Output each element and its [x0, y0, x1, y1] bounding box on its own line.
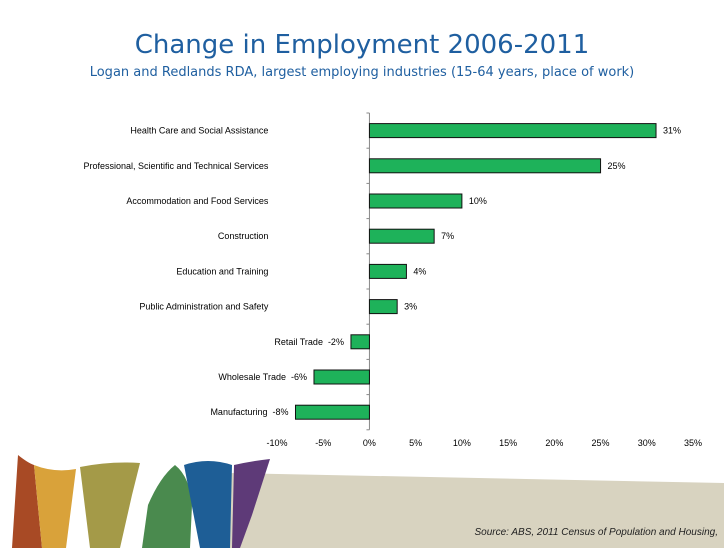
- bar-value-label: 25%: [608, 161, 626, 171]
- x-tick-label: 35%: [684, 438, 702, 448]
- x-tick-label: 10%: [453, 438, 471, 448]
- bar-value-label: 3%: [404, 302, 417, 312]
- source-note: Source: ABS, 2011 Census of Population a…: [474, 527, 719, 538]
- x-tick-label: 15%: [499, 438, 517, 448]
- bar: [368, 228, 435, 244]
- footer-band-4: [142, 465, 192, 548]
- bar-value-label: -6%: [291, 372, 307, 382]
- category-label: Public Administration and Safety: [139, 302, 269, 312]
- bar-value-label: 7%: [441, 231, 454, 241]
- footer-decoration: [12, 455, 724, 548]
- bar: [368, 123, 657, 139]
- category-label: Construction: [218, 231, 269, 241]
- footer-band-3: [80, 462, 140, 548]
- bar-value-label: 10%: [469, 196, 487, 206]
- x-tick-label: 30%: [638, 438, 656, 448]
- bar: [294, 404, 370, 420]
- category-label: Retail Trade: [274, 337, 323, 347]
- bar: [368, 299, 398, 315]
- x-tick-label: 5%: [409, 438, 422, 448]
- x-tick-label: -5%: [315, 438, 331, 448]
- bar: [368, 193, 463, 209]
- category-label: Accommodation and Food Services: [126, 196, 269, 206]
- category-label: Wholesale Trade: [218, 372, 286, 382]
- bar-value-label: 4%: [413, 266, 426, 276]
- chart-title: Change in Employment 2006-2011: [134, 30, 590, 60]
- bar: [368, 263, 407, 279]
- category-label: Education and Training: [176, 266, 268, 276]
- category-label: Manufacturing: [210, 407, 267, 417]
- bar-chart: 31% Health Care and Social Assistance 25% P…: [84, 112, 702, 448]
- footer-background: [220, 473, 724, 548]
- category-label: Professional, Scientific and Technical S…: [84, 161, 269, 171]
- x-tick-label: 0%: [363, 438, 376, 448]
- x-tick-label: -10%: [266, 438, 287, 448]
- x-tick-label: 25%: [592, 438, 610, 448]
- bar-value-label: -8%: [272, 407, 288, 417]
- bar-value-label: -2%: [328, 337, 344, 347]
- footer-band-5: [184, 461, 232, 548]
- x-tick-label: 20%: [545, 438, 563, 448]
- bar: [368, 158, 602, 174]
- footer-band-6: [232, 459, 270, 548]
- bar: [350, 334, 370, 350]
- chart-subtitle: Logan and Redlands RDA, largest employin…: [89, 65, 635, 80]
- category-label: Health Care and Social Assistance: [130, 126, 268, 136]
- bar: [313, 369, 370, 385]
- bar-value-label: 31%: [663, 126, 681, 136]
- footer-band-2: [34, 465, 76, 548]
- footer-band-1: [12, 455, 42, 548]
